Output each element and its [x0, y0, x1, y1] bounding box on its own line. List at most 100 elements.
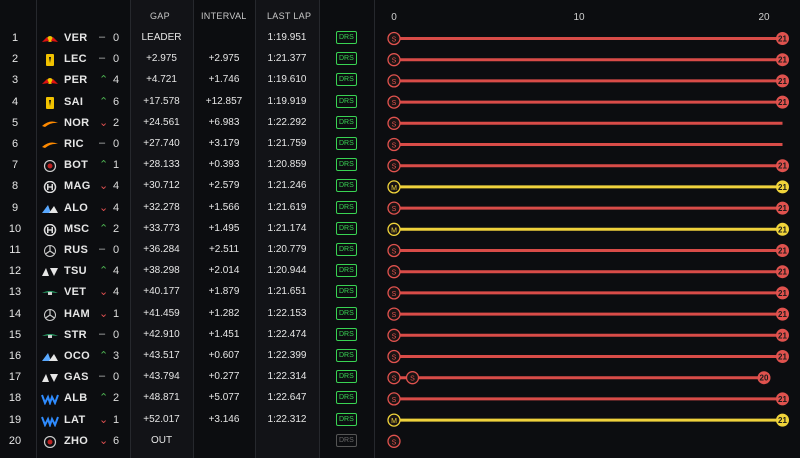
arrow-down-icon: ⌄: [99, 116, 109, 129]
last-lap-value: 1:21.377: [267, 53, 307, 65]
lap-count-marker: [776, 53, 789, 67]
team-logo-icon: [41, 138, 59, 150]
lap-count-label: 21: [778, 77, 787, 86]
divider: [319, 0, 320, 458]
tyre-marker: [387, 265, 401, 279]
position: 13: [8, 286, 22, 299]
last-lap-value: 1:19.610: [267, 74, 307, 86]
driver-code: PER: [64, 74, 88, 87]
drs-badge: DRS: [336, 412, 357, 426]
table-row[interactable]: 7 BOT ⌃ 1 +28.133 +0.393 1:20.859 DRS: [0, 155, 800, 176]
tyre-compound-label: S: [392, 58, 397, 65]
lap-count-marker: [776, 222, 789, 236]
lap-count-label: 21: [778, 416, 787, 425]
tyre-marker: [387, 53, 401, 67]
table-row[interactable]: 12 TSU ⌃ 4 +38.298 +2.014 1:20.944 DRS: [0, 261, 800, 282]
divider: [130, 0, 131, 458]
lap-count-label: 21: [778, 353, 787, 362]
lastlap-header: LAST LAP: [267, 11, 312, 21]
table-row[interactable]: 1 VER –0 LEADER 1:19.951 DRS: [0, 28, 800, 49]
table-row[interactable]: 8 MAG ⌄ 4 +30.712 +2.579 1:21.246 DRS: [0, 176, 800, 197]
team-logo-icon: [41, 223, 59, 237]
table-row[interactable]: 16 OCO ⌃ 3 +43.517 +0.607 1:22.399 DRS: [0, 346, 800, 367]
interval-value: +1.746: [208, 74, 240, 86]
position: 6: [11, 138, 19, 150]
table-row[interactable]: 2 LEC –0 +2.975 +2.975 1:21.377 DRS: [0, 49, 800, 70]
table-row[interactable]: 6 RIC –0 +27.740 +3.179 1:21.759 DRS: [0, 134, 800, 155]
position-change: 6: [113, 434, 120, 447]
table-row[interactable]: 10 MSC ⌃ 2 +33.773 +1.495 1:21.174 DRS: [0, 219, 800, 240]
tyre-compound-label: S: [392, 355, 397, 362]
position-change: 0: [113, 53, 120, 66]
table-row[interactable]: 15 STR –0 +42.910 +1.451 1:22.474 DRS: [0, 325, 800, 346]
drs-badge: DRS: [336, 306, 357, 320]
arrow-up-icon: ⌃: [99, 392, 109, 405]
tyre-compound-label: S: [392, 164, 397, 171]
last-lap-value: 1:22.474: [267, 328, 307, 340]
table-row[interactable]: 14 HAM ⌄ 1 +41.459 +1.282 1:22.153 DRS: [0, 304, 800, 325]
position-change: 1: [113, 413, 120, 426]
table-row[interactable]: 18 ALB ⌃ 2 +48.871 +5.077 1:22.647 DRS: [0, 388, 800, 409]
position: 2: [11, 53, 19, 66]
drs-badge: DRS: [336, 264, 357, 278]
table-row[interactable]: 20 ZHO ⌄ 6 OUT DRS: [0, 431, 800, 452]
gap-header: GAP: [150, 11, 170, 21]
position: 11: [9, 244, 21, 256]
last-lap-value: 1:22.312: [267, 413, 307, 425]
interval-header: INTERVAL: [201, 11, 247, 21]
tyre-compound-label: S: [410, 376, 415, 383]
arrow-up-icon: ⌃: [99, 265, 109, 278]
driver-code: VET: [64, 286, 87, 299]
interval-value: +0.393: [208, 159, 240, 171]
tyre-marker: [387, 392, 401, 406]
last-lap-value: 1:21.619: [267, 201, 307, 213]
tyre-marker: [387, 222, 401, 236]
table-row[interactable]: 4 SAI ⌃ 6 +17.578 +12.857 1:19.919 DRS: [0, 92, 800, 113]
tyre-compound-label: S: [392, 121, 397, 128]
position: 4: [11, 95, 19, 108]
gap-value: +2.975: [146, 53, 177, 65]
tyre-marker: [387, 413, 401, 427]
lap-count-label: 21: [778, 310, 787, 319]
drs-badge: DRS: [336, 200, 357, 214]
interval-value: +3.146: [208, 413, 240, 425]
arrow-down-icon: ⌄: [99, 180, 109, 193]
table-row[interactable]: 13 VET ⌄ 4 +40.177 +1.879 1:21.651 DRS: [0, 282, 800, 303]
position-change: 3: [113, 350, 120, 362]
team-logo-icon: [41, 244, 59, 257]
position-change: 0: [113, 32, 120, 44]
table-row[interactable]: 5 NOR ⌄ 2 +24.561 +6.983 1:22.292 DRS: [0, 113, 800, 134]
drs-badge: DRS: [336, 137, 357, 150]
table-row[interactable]: 11 RUS –0 +36.284 +2.511 1:20.779 DRS: [0, 240, 800, 261]
team-logo-icon: [41, 180, 59, 194]
lap-count-marker: [776, 413, 789, 427]
dash-icon: –: [99, 137, 106, 149]
position-change: 2: [113, 392, 120, 405]
team-logo-icon: [41, 53, 59, 67]
interval-value: +2.511: [208, 244, 240, 255]
gap-value: +40.177: [143, 286, 180, 298]
arrow-up-icon: ⌃: [99, 74, 109, 87]
table-row[interactable]: 3 PER ⌃ 4 +4.721 +1.746 1:19.610 DRS: [0, 70, 800, 91]
interval-value: +1.566: [208, 201, 240, 213]
table-row[interactable]: 19 LAT ⌄ 1 +52.017 +3.146 1:22.312 DRS: [0, 410, 800, 431]
divider: [36, 0, 37, 458]
tyre-marker: [387, 116, 401, 130]
gap-value: +27.740: [143, 138, 180, 149]
last-lap-value: 1:19.919: [267, 95, 307, 107]
drs-badge: DRS: [336, 349, 357, 362]
dash-icon: –: [99, 52, 106, 65]
tyre-compound-label: S: [392, 397, 397, 404]
lap-count-marker: [776, 95, 789, 109]
table-row[interactable]: 9 ALO ⌄ 4 +32.278 +1.566 1:21.619 DRS: [0, 198, 800, 219]
position-change: 1: [113, 159, 120, 172]
table-row[interactable]: 17 GAS –0 +43.794 +0.277 1:22.314 DRS: [0, 367, 800, 388]
tyre-compound-label: S: [392, 143, 397, 150]
position-change: 4: [113, 286, 120, 299]
interval-value: +1.879: [208, 286, 240, 298]
position-change: 4: [113, 201, 120, 214]
table-header: GAP INTERVAL LAST LAP: [0, 0, 800, 28]
axis-tick-label: 20: [758, 12, 770, 23]
team-logo-icon: [41, 286, 59, 298]
drs-badge: DRS: [336, 391, 357, 405]
